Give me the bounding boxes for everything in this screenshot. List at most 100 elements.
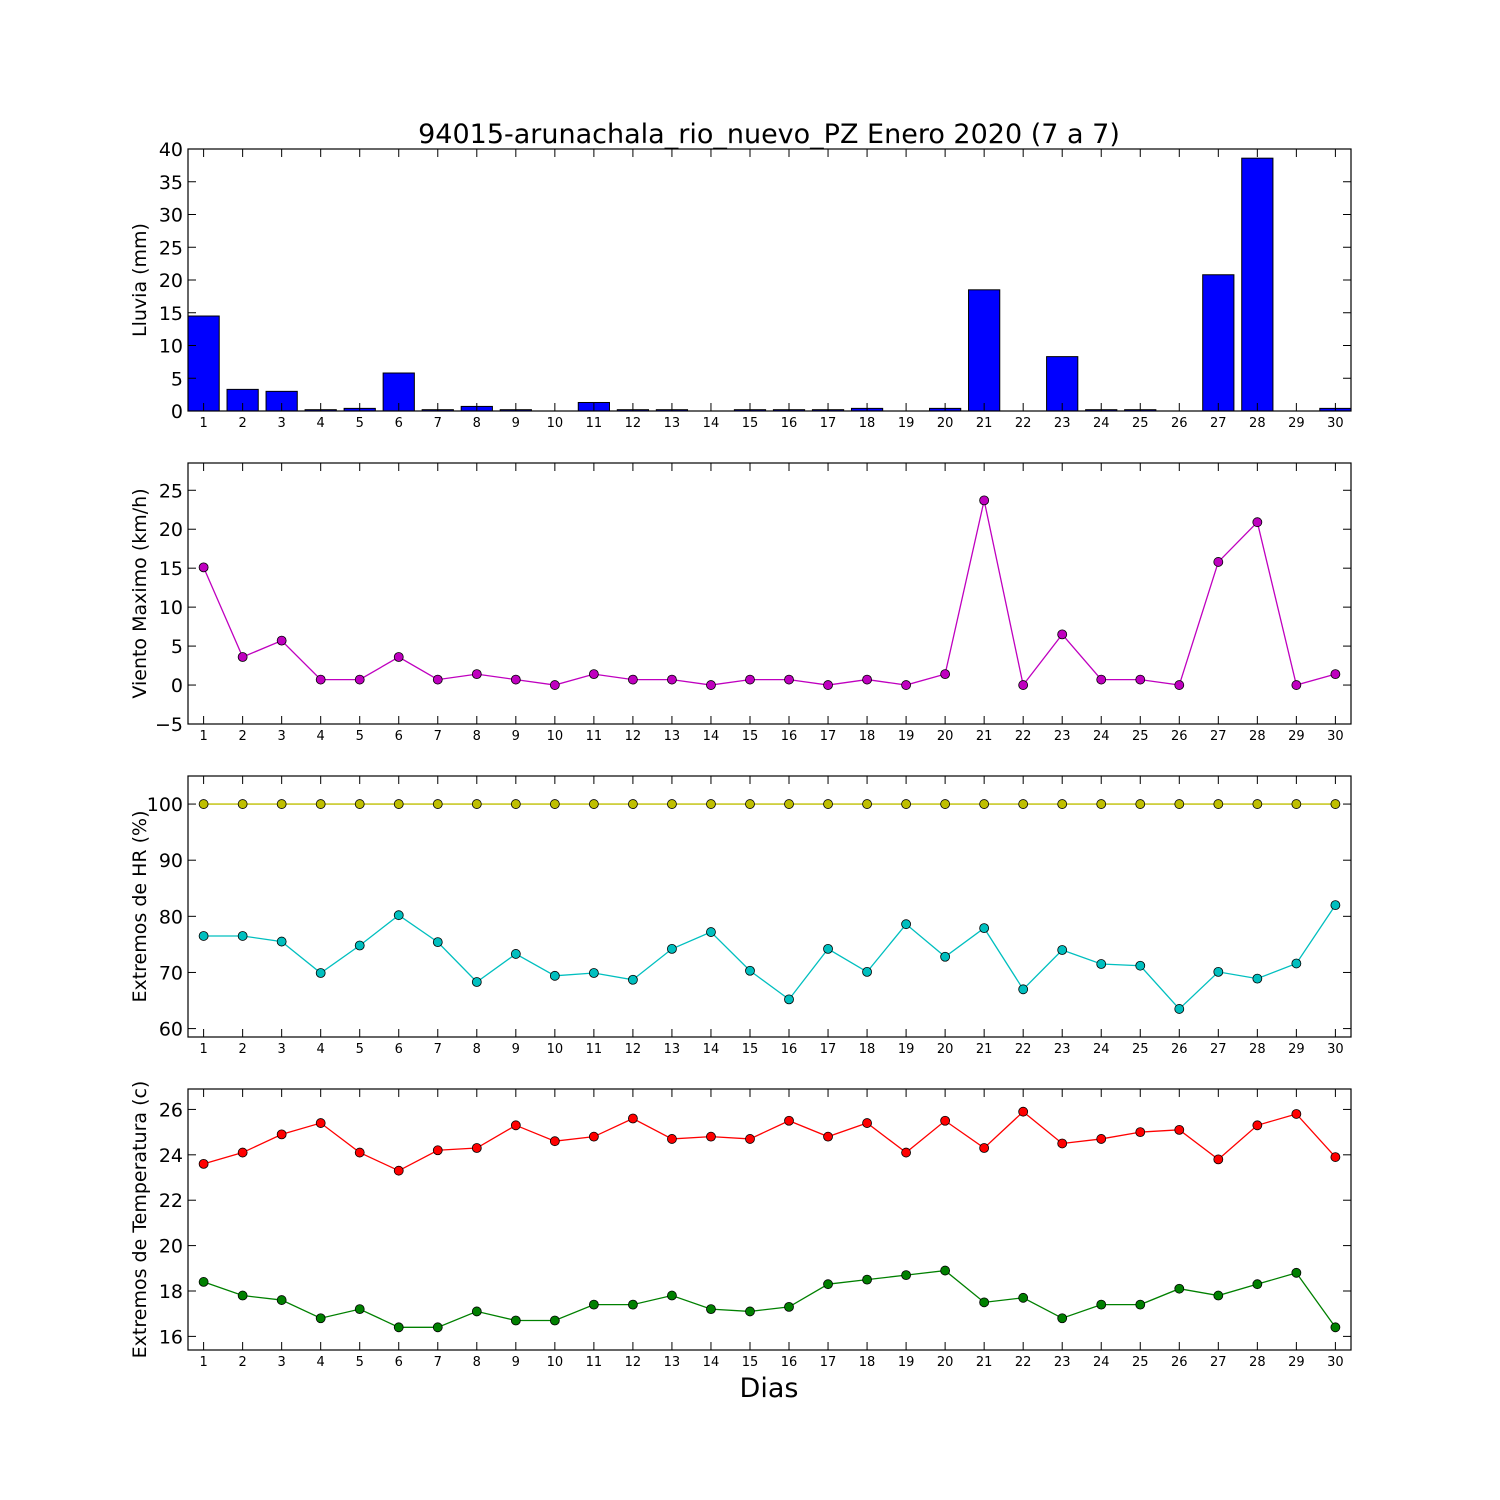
point-day-20 — [940, 1265, 951, 1276]
axes-frame — [187, 462, 1352, 725]
y-tick-label: 15 — [159, 558, 183, 580]
y-tick-label: 20 — [159, 270, 183, 292]
x-tick-label: 6 — [395, 729, 403, 744]
point-day-6 — [393, 652, 404, 662]
x-tick-label: 26 — [1171, 1042, 1188, 1057]
point-day-20 — [940, 951, 951, 962]
y-axis-label: Viento Maximo (km/h) — [129, 488, 151, 698]
x-tick-label: 29 — [1288, 1042, 1305, 1057]
x-tick-label: 2 — [238, 416, 246, 431]
point-day-23 — [1057, 629, 1068, 640]
point-day-16 — [784, 994, 794, 1005]
y-tick-label: 18 — [159, 1281, 183, 1303]
x-tick-label: 27 — [1210, 416, 1227, 431]
point-day-25 — [1135, 674, 1146, 685]
y-tick-label: 10 — [159, 336, 183, 358]
x-tick-label: 13 — [664, 1355, 681, 1370]
point-day-18 — [862, 1118, 872, 1128]
point-day-13 — [667, 674, 677, 685]
x-tick-label: 30 — [1327, 729, 1344, 744]
x-tick-label: 18 — [859, 416, 876, 431]
point-day-29 — [1291, 958, 1302, 969]
x-tick-label: 15 — [742, 1355, 759, 1370]
point-day-5 — [354, 1304, 365, 1315]
axes-frame — [187, 775, 1352, 1038]
point-day-30 — [1330, 799, 1341, 809]
point-day-4 — [315, 799, 326, 809]
x-tick-label: 24 — [1093, 729, 1110, 744]
point-day-9 — [510, 949, 521, 959]
bar-day-27 — [1202, 274, 1235, 412]
point-day-6 — [393, 1322, 404, 1333]
point-day-19 — [901, 799, 911, 809]
point-day-26 — [1174, 1004, 1185, 1014]
point-day-27 — [1213, 557, 1224, 567]
x-tick-label: 17 — [820, 729, 837, 744]
point-day-19 — [901, 1147, 911, 1158]
y-tick-label: 5 — [171, 368, 183, 390]
point-day-7 — [432, 1145, 443, 1156]
point-day-30 — [1330, 669, 1341, 680]
y-tick-label: −5 — [155, 714, 183, 736]
series-humidity-0 — [198, 799, 1341, 809]
point-day-7 — [432, 937, 443, 948]
point-day-13 — [667, 799, 677, 809]
point-day-10 — [549, 1136, 560, 1147]
point-day-12 — [628, 674, 638, 685]
point-day-22 — [1018, 680, 1029, 690]
point-day-12 — [628, 799, 638, 809]
y-tick-label: 90 — [159, 850, 183, 872]
x-tick-label: 27 — [1210, 1042, 1227, 1057]
point-day-22 — [1018, 1106, 1029, 1117]
x-tick-label: 19 — [898, 729, 915, 744]
y-tick-label: 25 — [159, 237, 183, 259]
point-day-9 — [510, 799, 521, 809]
x-tick-label: 6 — [395, 1042, 403, 1057]
point-day-26 — [1174, 1124, 1185, 1135]
point-day-8 — [471, 799, 482, 809]
x-tick-label: 19 — [898, 1355, 915, 1370]
point-day-5 — [354, 1147, 365, 1158]
x-tick-label: 11 — [586, 416, 603, 431]
x-tick-label: 25 — [1132, 1042, 1149, 1057]
y-axis-label: Lluvia (mm) — [129, 223, 151, 337]
series-wind-0 — [198, 495, 1341, 690]
point-day-28 — [1252, 517, 1263, 528]
point-day-22 — [1018, 799, 1029, 809]
point-day-18 — [862, 1274, 872, 1285]
point-day-21 — [979, 923, 990, 934]
bar-day-23 — [1046, 356, 1079, 412]
x-tick-label: 29 — [1288, 729, 1305, 744]
point-day-6 — [393, 799, 404, 809]
y-tick-label: 20 — [159, 519, 183, 541]
point-day-5 — [354, 940, 365, 951]
x-tick-label: 7 — [434, 729, 442, 744]
point-day-21 — [979, 495, 990, 506]
point-day-12 — [628, 974, 638, 985]
x-tick-label: 17 — [820, 416, 837, 431]
point-day-28 — [1252, 973, 1263, 984]
point-day-16 — [784, 674, 794, 685]
x-tick-label: 13 — [664, 416, 681, 431]
point-day-15 — [745, 674, 755, 685]
x-tick-label: 4 — [317, 1042, 325, 1057]
point-day-9 — [510, 674, 521, 685]
x-tick-label: 3 — [278, 1355, 286, 1370]
x-tick-label: 3 — [278, 416, 286, 431]
point-day-11 — [588, 1299, 599, 1310]
x-tick-label: 24 — [1093, 1355, 1110, 1370]
x-tick-label: 27 — [1210, 729, 1227, 744]
point-day-25 — [1135, 799, 1146, 809]
point-day-23 — [1057, 1313, 1068, 1324]
point-day-16 — [784, 1115, 794, 1126]
y-tick-label: 26 — [159, 1099, 183, 1121]
x-tick-label: 10 — [547, 729, 564, 744]
point-day-28 — [1252, 1279, 1263, 1290]
x-tick-label: 10 — [547, 416, 564, 431]
y-tick-label: 22 — [159, 1190, 183, 1212]
x-tick-label: 7 — [434, 416, 442, 431]
point-day-23 — [1057, 799, 1068, 809]
point-day-8 — [471, 669, 482, 680]
x-tick-label: 28 — [1249, 416, 1266, 431]
point-day-2 — [237, 1290, 248, 1301]
